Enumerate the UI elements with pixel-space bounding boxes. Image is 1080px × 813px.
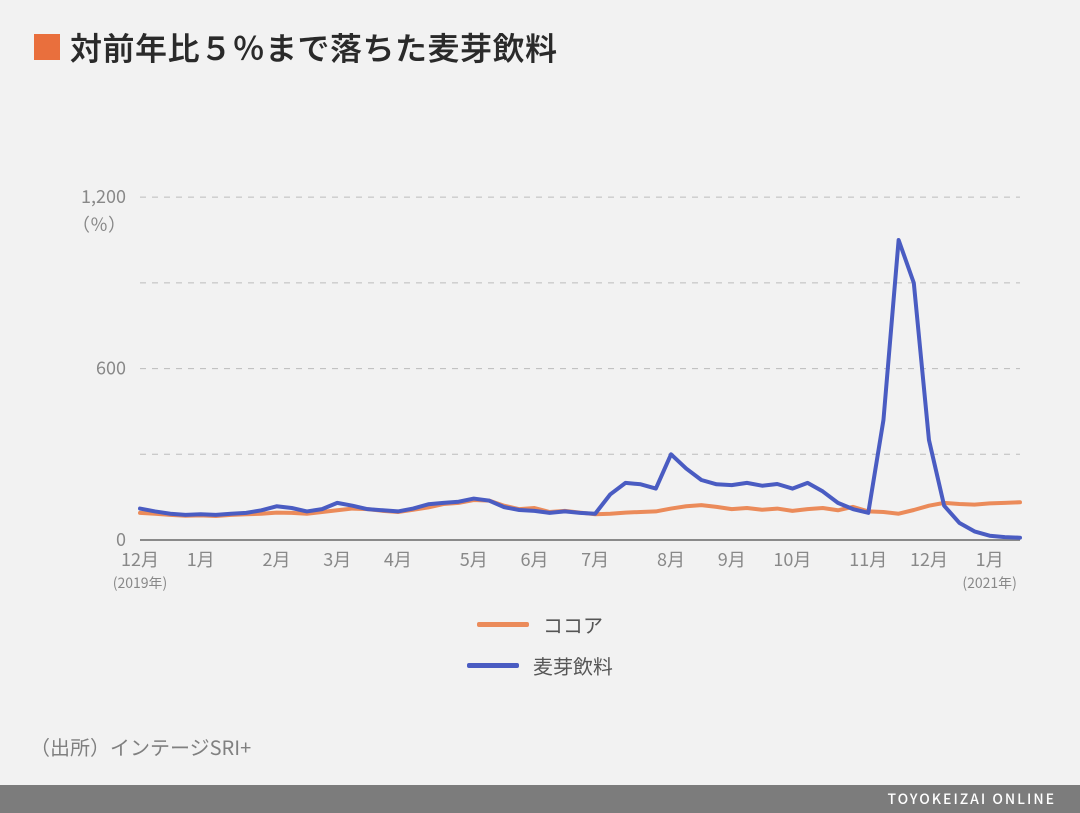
- svg-text:4月: 4月: [384, 546, 412, 572]
- svg-text:6月: 6月: [520, 546, 548, 572]
- svg-text:（％）: （％）: [72, 211, 126, 237]
- svg-text:(2019年): (2019年): [113, 573, 168, 593]
- svg-text:10月: 10月: [773, 546, 811, 572]
- svg-text:(2021年): (2021年): [962, 573, 1017, 593]
- svg-text:7月: 7月: [581, 546, 609, 572]
- legend-swatch: [477, 622, 529, 627]
- legend-label: ココア: [543, 610, 603, 639]
- legend-label: 麦芽飲料: [533, 651, 613, 680]
- legend-item: ココア: [477, 610, 603, 639]
- chart-area: 06001,200（％）12月1月2月3月4月5月6月7月8月9月10月11月1…: [40, 110, 1040, 670]
- svg-text:8月: 8月: [657, 546, 685, 572]
- svg-text:1,200: 1,200: [81, 183, 126, 209]
- svg-text:5月: 5月: [460, 546, 488, 572]
- legend: ココア麦芽飲料: [40, 610, 1040, 680]
- svg-text:2月: 2月: [263, 546, 291, 572]
- chart-title-wrap: 対前年比５％まで落ちた麦芽飲料: [0, 0, 1080, 70]
- legend-swatch: [467, 663, 519, 668]
- svg-text:3月: 3月: [323, 546, 351, 572]
- chart-title: 対前年比５％まで落ちた麦芽飲料: [70, 24, 558, 70]
- title-square-icon: [34, 34, 60, 60]
- svg-text:1月: 1月: [976, 546, 1004, 572]
- svg-text:11月: 11月: [849, 546, 887, 572]
- legend-item: 麦芽飲料: [467, 651, 613, 680]
- svg-text:9月: 9月: [718, 546, 746, 572]
- svg-text:600: 600: [96, 355, 126, 381]
- footer-brand: TOYOKEIZAI ONLINE: [887, 789, 1056, 809]
- svg-text:12月: 12月: [910, 546, 948, 572]
- line-chart: 06001,200（％）12月1月2月3月4月5月6月7月8月9月10月11月1…: [40, 110, 1040, 670]
- svg-text:12月: 12月: [121, 546, 159, 572]
- svg-text:1月: 1月: [187, 546, 215, 572]
- source-text: （出所）インテージSRI+: [30, 732, 251, 761]
- footer-bar: TOYOKEIZAI ONLINE: [0, 785, 1080, 813]
